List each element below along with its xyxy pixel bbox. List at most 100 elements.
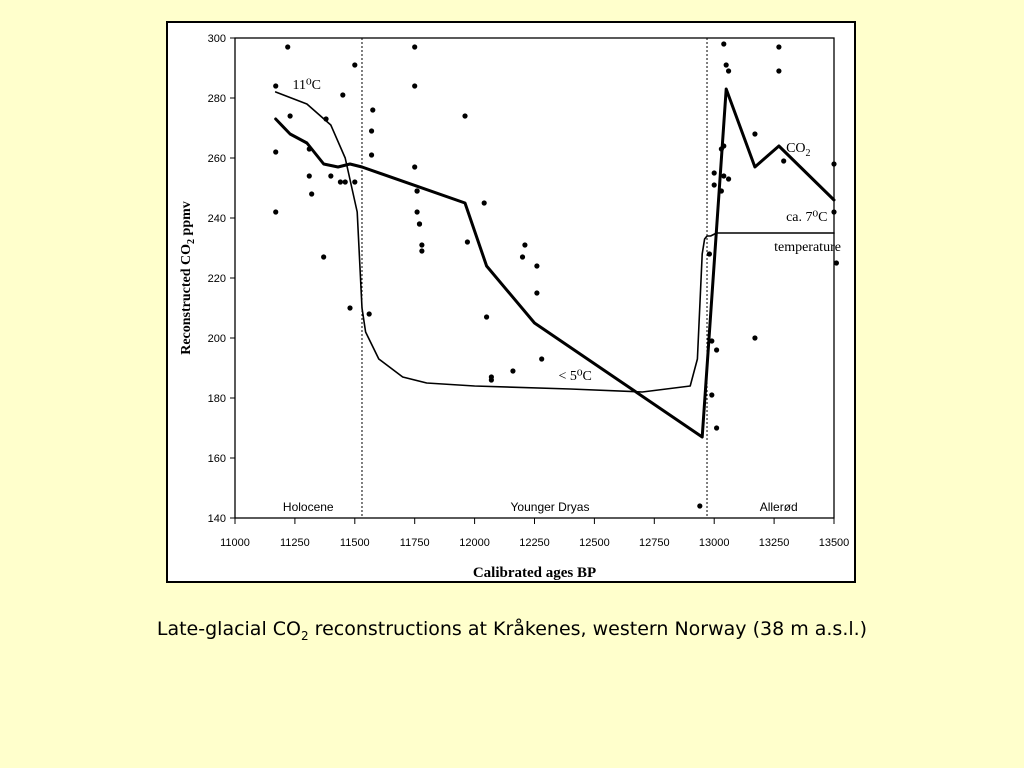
annotation-text: < 5⁰C [558,369,591,384]
data-point [534,290,540,296]
data-point [328,173,334,179]
data-point [462,113,468,119]
y-tick-label: 220 [208,273,226,285]
data-point [721,41,727,47]
data-point [725,176,732,182]
x-tick-label: 12250 [519,537,550,549]
data-point [522,242,528,248]
data-point [833,260,839,266]
data-point [539,356,545,362]
data-point [412,44,418,50]
data-point [414,209,420,215]
annotation-label: CO2 [786,141,810,159]
x-axis-title: Calibrated ages BP [473,565,596,581]
data-point [713,347,720,353]
y-tick-label: 180 [208,393,226,405]
data-point [273,209,279,215]
data-point [697,503,703,509]
data-point [416,221,423,227]
chart-axes: 11000 11250 11500 11750 12000 12250 12500 12750… [208,33,850,549]
chart-points [273,41,839,509]
co2-line [274,87,836,439]
y-tick-label: 240 [208,213,226,225]
data-point [273,83,279,89]
y-axis-title: Reconstructed CO2 ppmv [179,201,197,355]
data-point [481,200,487,206]
x-tick-label: 13500 [819,537,850,549]
data-point [368,152,375,158]
caption-prefix: Late-glacial CO [156,618,301,640]
x-tick-label: 12750 [639,537,670,549]
y-tick-label: 260 [208,153,226,165]
data-point [723,62,729,68]
annotation-label: < 5⁰C [558,369,591,384]
x-tick-label: 12500 [579,537,610,549]
chart-frame: 11000 11250 11500 11750 12000 12250 12500 12750… [166,21,856,583]
annotation-text: CO [786,141,805,156]
data-point [488,377,494,383]
data-point [321,254,327,260]
period-label: Younger Dryas [511,500,590,514]
co2-chart: 11000 11250 11500 11750 12000 12250 12500 12750… [179,33,850,581]
data-point [709,392,715,398]
data-point [711,182,717,188]
y-tick-label: 200 [208,333,226,345]
data-point [711,170,717,176]
data-point [309,191,315,197]
data-point [414,188,420,194]
data-point [721,173,727,179]
x-tick-label: 13000 [699,537,730,549]
annotation-label: 11⁰C [293,78,321,93]
annotation-text: ca. 7⁰C [786,210,827,225]
data-point [831,209,837,215]
y-tick-label: 300 [208,33,226,45]
data-point [287,113,293,119]
figure-caption: Late-glacial CO2 reconstructions at Kråk… [0,618,1024,643]
data-point [721,143,727,149]
data-point [781,158,787,164]
data-point [831,161,837,167]
data-point [510,368,516,374]
data-point [752,335,758,341]
data-point [306,146,312,152]
data-point [412,164,418,170]
annotation-sub: 2 [806,148,811,159]
y-axis-title-prefix: Reconstructed CO [179,244,194,355]
data-point [347,305,353,311]
data-point [366,311,372,317]
data-point [352,179,358,185]
annotation-label: ca. 7⁰C [786,210,827,225]
data-point [776,68,782,74]
y-tick-label: 160 [208,453,226,465]
y-axis-title-sub: 2 [186,239,197,244]
caption-subscript: 2 [301,628,309,643]
y-axis-title-suffix: ppmv [179,201,194,239]
x-tick-label: 11500 [340,537,370,549]
data-point [713,425,720,431]
data-point [464,239,471,245]
data-point [368,128,375,134]
annotation-text: 11⁰C [293,78,321,93]
y-tick-label: 140 [208,513,226,525]
x-tick-label: 12000 [459,537,490,549]
x-tick-label: 13250 [759,537,790,549]
x-tick-label: 11250 [280,537,310,549]
y-tick-label: 280 [208,93,226,105]
data-point [534,263,540,269]
data-point [718,188,724,194]
plot-area [234,37,835,519]
data-point [419,242,425,248]
data-point [370,107,376,113]
chart-lines [274,87,836,439]
data-point [340,92,346,98]
data-point [352,62,358,68]
caption-suffix: reconstructions at Kråkenes, western Nor… [308,618,868,640]
data-point [776,44,782,50]
data-point [519,254,526,260]
x-tick-label: 11000 [220,537,250,549]
period-label: Holocene [283,500,334,514]
data-point [323,116,329,122]
temperature-line [274,91,835,393]
data-point [725,68,732,74]
